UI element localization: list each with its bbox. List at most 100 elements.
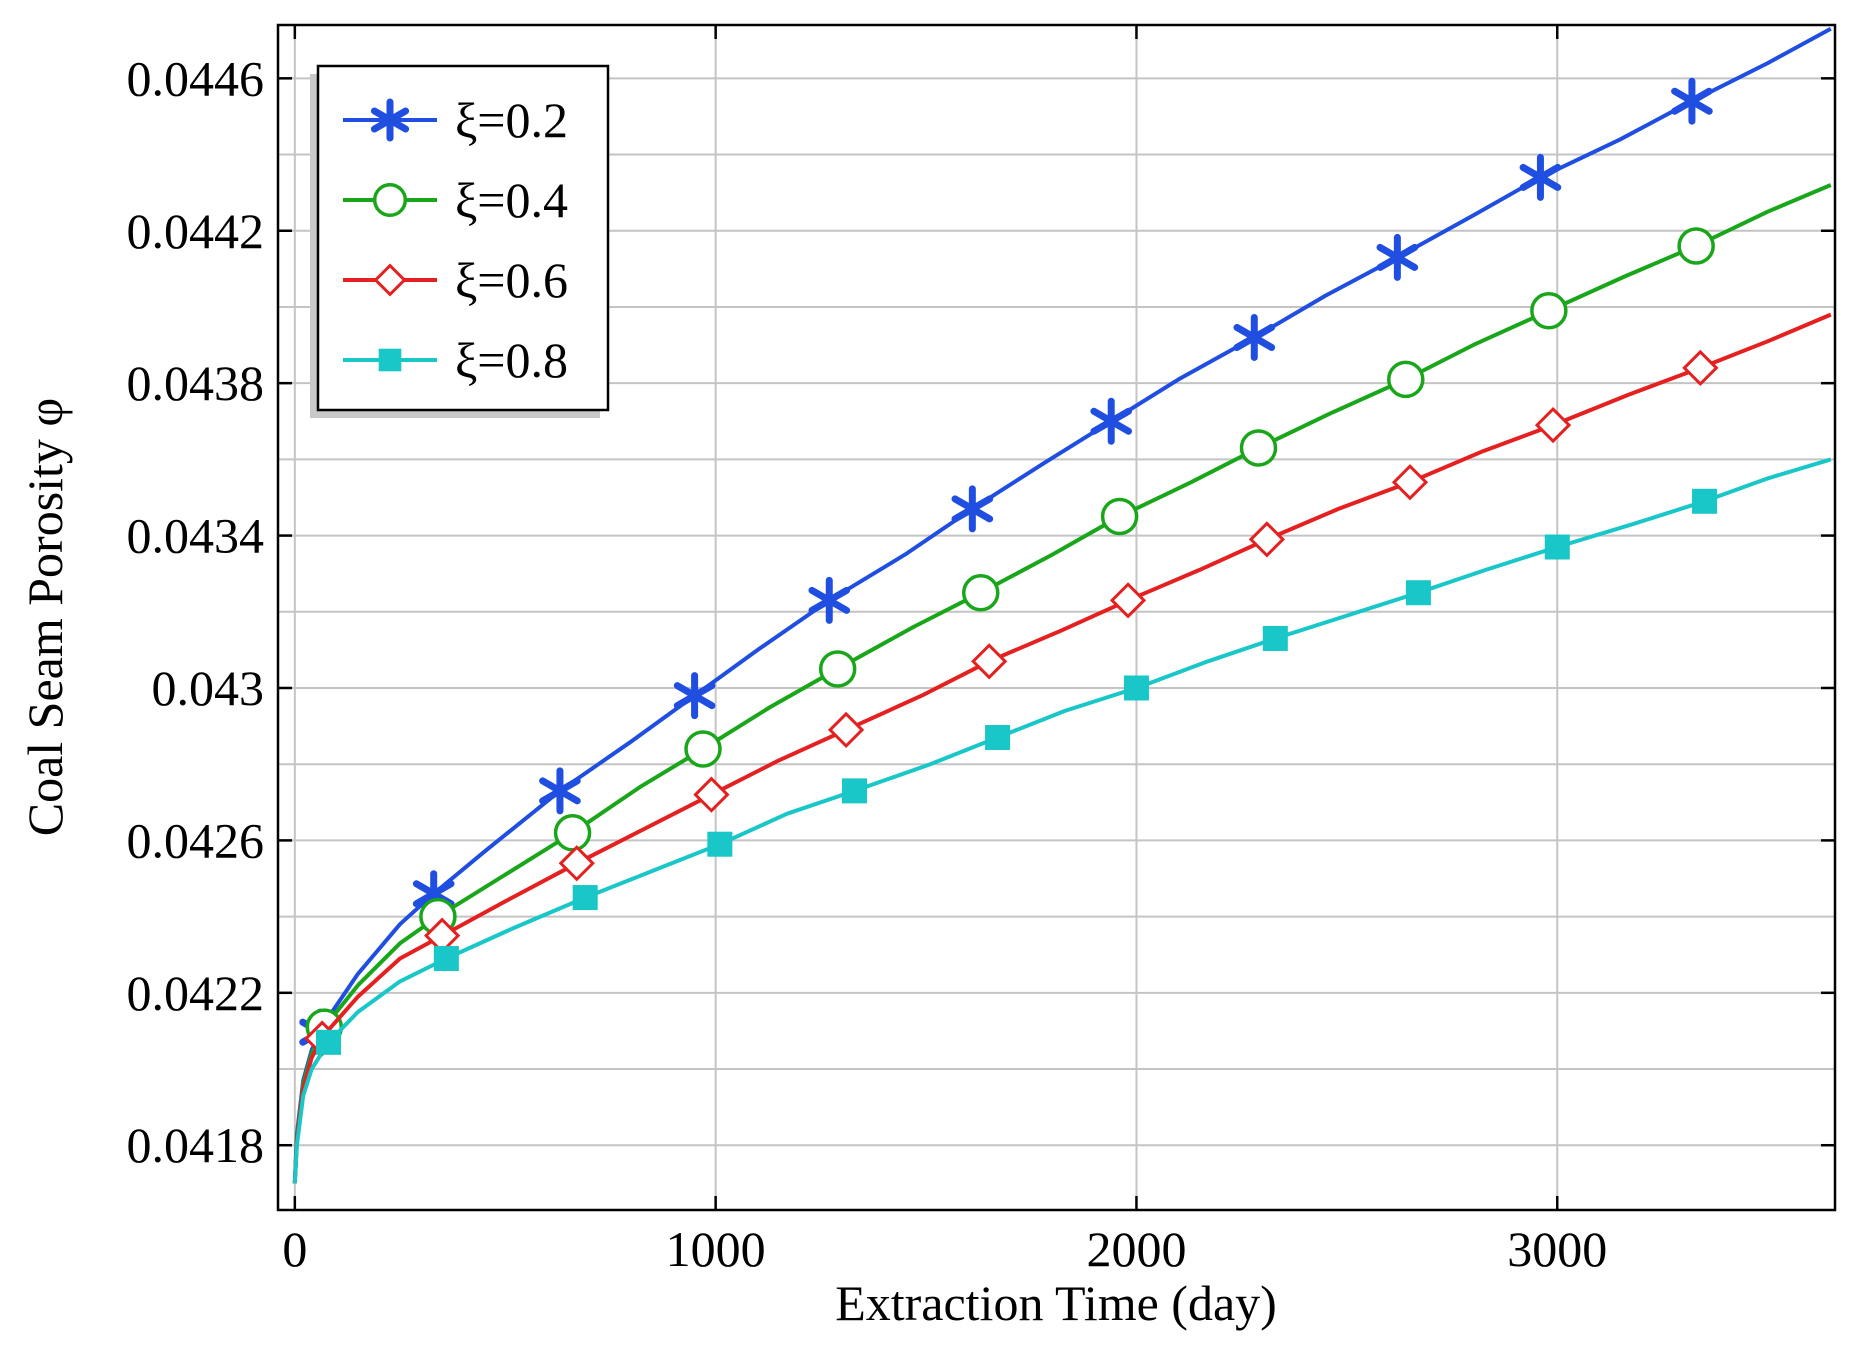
marker-circle bbox=[1530, 292, 1568, 330]
marker-circle bbox=[1100, 497, 1139, 536]
y-tick-label: 0.0446 bbox=[127, 50, 265, 106]
series-marker bbox=[962, 573, 1000, 612]
series-marker bbox=[372, 182, 408, 218]
series-marker bbox=[673, 672, 716, 720]
series-marker bbox=[951, 485, 994, 533]
series-marker bbox=[378, 348, 402, 372]
x-tick-label: 2000 bbox=[1086, 1221, 1186, 1277]
series-marker bbox=[1692, 488, 1718, 514]
series-marker bbox=[1376, 233, 1419, 281]
marker-circle bbox=[553, 814, 592, 852]
y-tick-label: 0.043 bbox=[152, 660, 265, 716]
series-line bbox=[292, 27, 1832, 1184]
x-axis-title: Extraction Time (day) bbox=[835, 1275, 1277, 1331]
y-tick-label: 0.0434 bbox=[127, 508, 265, 564]
marker-stroke bbox=[370, 107, 410, 133]
legend-label: ξ=0.8 bbox=[455, 332, 568, 388]
y-tick-label: 0.0442 bbox=[127, 203, 265, 259]
marker-stroke bbox=[808, 586, 851, 614]
series-marker bbox=[818, 650, 857, 688]
y-axis-title: Coal Seam Porosity φ bbox=[17, 398, 73, 837]
y-tick-label: 0.0422 bbox=[127, 965, 265, 1021]
series-marker bbox=[971, 643, 1008, 680]
marker-diamond bbox=[558, 845, 595, 882]
legend-label: ξ=0.4 bbox=[455, 172, 568, 228]
series-marker bbox=[1387, 360, 1425, 399]
series-marker bbox=[315, 1029, 341, 1055]
x-tick-label: 0 bbox=[282, 1221, 307, 1277]
marker-square bbox=[707, 831, 733, 857]
y-axis-ticks: 0.0418 0.0422 0.0426 0.043 0.0434 0.0438 0.044… bbox=[127, 50, 1835, 1173]
legend-entry: ξ=0.2 bbox=[343, 92, 568, 148]
marker-circle bbox=[684, 730, 722, 768]
marker-stroke bbox=[1090, 407, 1133, 435]
series-marker bbox=[707, 831, 733, 857]
marker-circle bbox=[1387, 360, 1425, 399]
marker-square bbox=[378, 348, 402, 372]
series-marker bbox=[1405, 580, 1431, 606]
series-marker bbox=[842, 778, 868, 804]
series-marker bbox=[1100, 497, 1139, 536]
series-marker bbox=[572, 885, 598, 911]
series-marker bbox=[1544, 534, 1570, 560]
marker-square bbox=[1692, 488, 1718, 514]
series-marker bbox=[1248, 521, 1286, 558]
y-tick-label: 0.0418 bbox=[127, 1117, 265, 1173]
legend-label: ξ=0.6 bbox=[455, 252, 568, 308]
legend-entry: ξ=0.4 bbox=[343, 172, 568, 228]
marker-stroke bbox=[673, 682, 716, 710]
legend-entry: ξ=0.8 bbox=[343, 332, 568, 388]
series-marker bbox=[1534, 406, 1572, 444]
series-marker bbox=[1233, 313, 1276, 361]
series-marker bbox=[1239, 429, 1278, 467]
series-line bbox=[292, 183, 1832, 1184]
series-square bbox=[292, 457, 1832, 1184]
series-marker bbox=[808, 576, 851, 624]
legend: ξ=0.2 ξ=0.4 ξ=0.6 ξ=0.8 bbox=[310, 64, 610, 418]
marker-square bbox=[1262, 625, 1288, 651]
marker-square bbox=[315, 1029, 341, 1055]
x-tick-label: 3000 bbox=[1507, 1221, 1607, 1277]
series-marker bbox=[1671, 77, 1713, 125]
marker-diamond bbox=[1534, 406, 1572, 444]
x-axis-ticks: 0 1000 2000 3000 bbox=[282, 25, 1607, 1277]
series-marker bbox=[553, 814, 592, 852]
marker-circle bbox=[962, 573, 1000, 612]
marker-square bbox=[1544, 534, 1570, 560]
series-line bbox=[292, 312, 1832, 1184]
y-tick-label: 0.0426 bbox=[127, 812, 265, 868]
series-marker bbox=[373, 263, 407, 297]
legend-entry: ξ=0.6 bbox=[343, 252, 568, 308]
marker-stroke bbox=[1671, 87, 1713, 115]
marker-stroke bbox=[1233, 323, 1276, 351]
series-marker bbox=[1682, 349, 1719, 387]
series-marker bbox=[370, 98, 410, 142]
series-marker bbox=[1123, 675, 1149, 701]
series-marker bbox=[684, 730, 722, 768]
marker-square bbox=[842, 778, 868, 804]
marker-stroke bbox=[539, 777, 581, 805]
series-line bbox=[292, 457, 1832, 1184]
series-marker bbox=[1262, 625, 1288, 651]
legend-label: ξ=0.2 bbox=[455, 92, 568, 148]
marker-square bbox=[433, 946, 459, 972]
series-marker bbox=[827, 711, 865, 749]
series-group bbox=[292, 27, 1832, 1184]
legend-box bbox=[316, 64, 610, 412]
marker-stroke bbox=[951, 495, 994, 523]
marker-circle bbox=[1239, 429, 1278, 467]
series-marker bbox=[1090, 397, 1133, 445]
marker-square bbox=[1405, 580, 1431, 606]
plot-frame bbox=[276, 23, 1837, 1212]
y-tick-label: 0.0438 bbox=[127, 355, 265, 411]
marker-diamond bbox=[693, 776, 730, 813]
series-marker bbox=[539, 767, 581, 815]
marker-square bbox=[985, 725, 1011, 751]
marker-diamond bbox=[1391, 464, 1429, 501]
marker-diamond bbox=[1109, 582, 1147, 619]
series-circle bbox=[292, 183, 1832, 1184]
marker-stroke bbox=[1519, 163, 1562, 191]
marker-stroke bbox=[1376, 243, 1419, 271]
